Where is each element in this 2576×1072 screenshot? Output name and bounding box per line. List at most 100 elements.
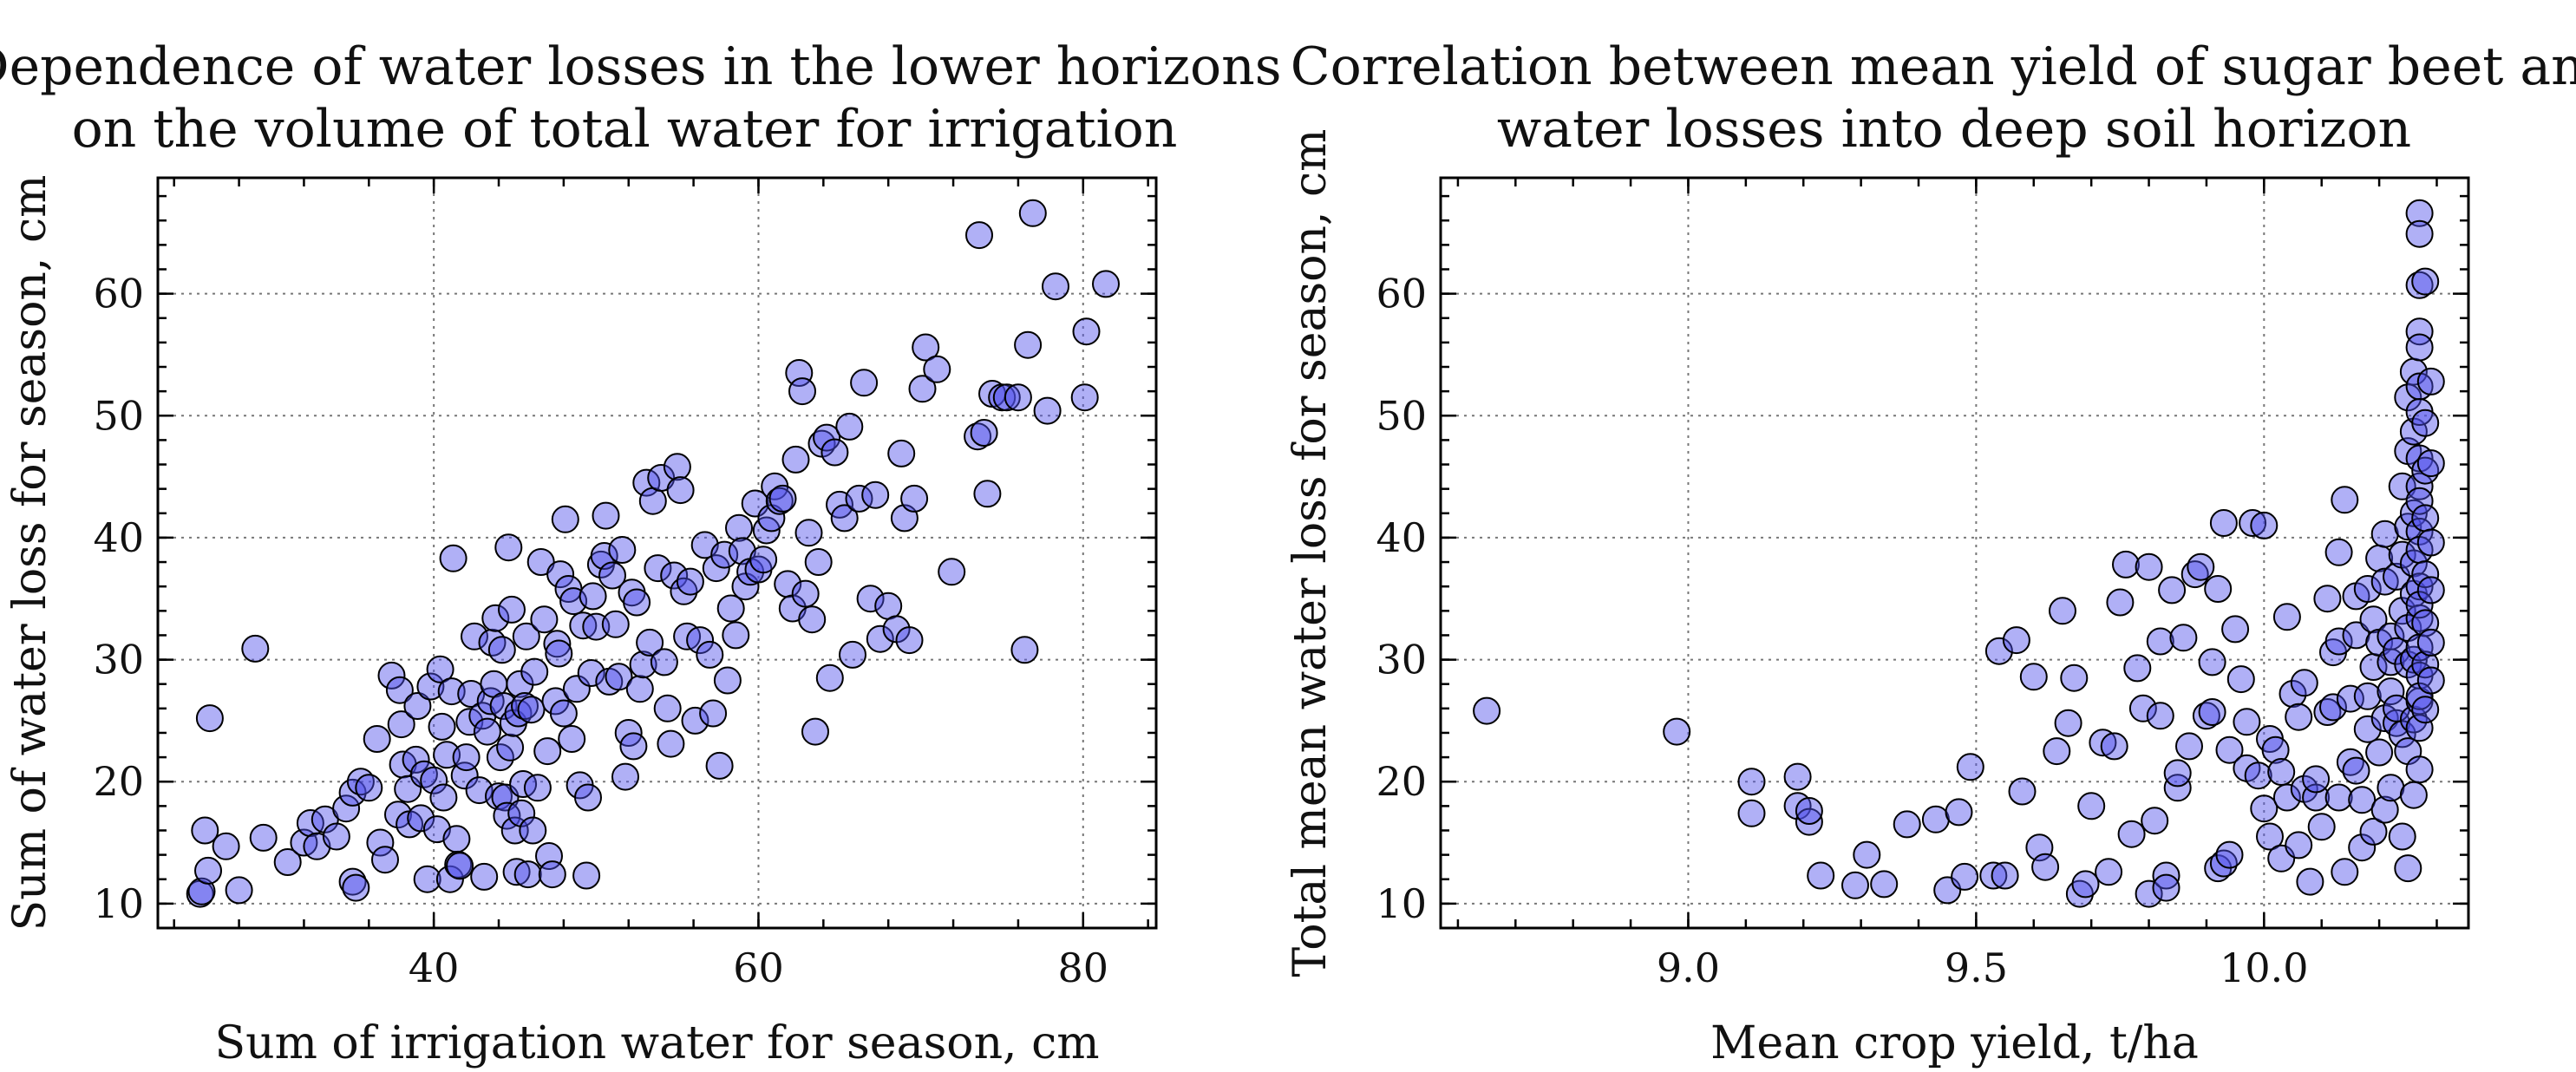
data-point <box>574 783 602 812</box>
data-point <box>2405 199 2434 227</box>
data-point <box>377 661 406 690</box>
chart-title-line: water losses into deep soil horizon <box>1497 99 2411 160</box>
data-point <box>705 751 734 780</box>
data-point <box>2049 597 2076 625</box>
data-point <box>2388 720 2416 748</box>
chart-title-line: Correlation between mean yield of sugar … <box>1291 36 2576 97</box>
data-point <box>2353 682 2382 710</box>
x-axis-label: Mean crop yield, t/ha <box>1710 1017 2199 1069</box>
data-point <box>2313 585 2342 613</box>
data-point <box>874 592 903 620</box>
data-point <box>545 639 573 668</box>
data-point <box>923 355 951 383</box>
data-point <box>355 774 383 802</box>
data-point <box>413 865 441 893</box>
data-point <box>2135 552 2163 581</box>
data-point <box>249 823 278 852</box>
data-point <box>725 513 753 542</box>
data-point <box>629 650 657 679</box>
data-point <box>992 383 1021 412</box>
data-point <box>815 663 844 692</box>
data-point <box>2141 807 2169 835</box>
data-point <box>577 659 605 687</box>
data-point <box>452 743 481 772</box>
data-point <box>605 663 633 691</box>
data-point <box>866 624 894 653</box>
data-point <box>2031 853 2060 881</box>
data-point <box>2296 867 2324 896</box>
data-point <box>496 733 525 762</box>
data-point <box>519 816 547 845</box>
y-axis-label: Sum of water loss for season, cm <box>4 175 56 931</box>
data-point <box>710 540 739 569</box>
data-point <box>507 799 536 827</box>
data-point <box>2377 677 2405 706</box>
data-point <box>191 816 219 845</box>
data-point <box>938 558 966 586</box>
data-point <box>900 484 929 513</box>
data-point <box>912 333 940 362</box>
data-point <box>2411 696 2440 724</box>
data-point <box>2256 822 2284 851</box>
data-point <box>2175 732 2203 761</box>
plot-frame <box>156 176 1158 930</box>
data-point <box>1945 798 1973 827</box>
data-point <box>702 554 730 583</box>
data-point <box>1010 636 1039 664</box>
data-point <box>2117 820 2146 848</box>
data-point <box>2158 576 2187 605</box>
data-point <box>788 377 816 406</box>
y-tick-label: 30 <box>93 637 144 683</box>
data-point <box>2163 774 2192 802</box>
data-point <box>2365 738 2394 767</box>
data-point <box>2226 665 2255 694</box>
data-point <box>716 594 745 623</box>
y-tick-label: 20 <box>1376 758 1427 805</box>
data-point <box>666 476 695 505</box>
data-point <box>611 762 639 791</box>
data-point <box>2416 628 2445 657</box>
data-point <box>1663 717 1691 746</box>
data-point <box>2204 575 2233 603</box>
data-point <box>2089 729 2117 757</box>
data-point <box>2405 487 2434 515</box>
data-point <box>644 554 672 583</box>
y-axis-label: Total mean water loss for season, cm <box>1285 129 1337 977</box>
data-point <box>2152 873 2180 902</box>
data-point <box>653 694 682 722</box>
data-point <box>2405 682 2434 710</box>
data-point <box>804 548 833 576</box>
data-point <box>2394 854 2422 883</box>
data-point <box>520 657 549 686</box>
data-point <box>2146 627 2174 656</box>
data-point <box>1737 799 1766 827</box>
data-point <box>686 626 715 655</box>
data-point <box>2348 833 2377 862</box>
data-point <box>2370 795 2399 824</box>
data-point <box>2342 756 2370 785</box>
data-point <box>502 858 531 886</box>
data-point <box>601 610 630 638</box>
data-point <box>2411 267 2440 296</box>
data-point <box>2112 550 2140 578</box>
data-point <box>2377 774 2405 802</box>
data-point <box>722 621 750 650</box>
data-point <box>387 710 415 739</box>
data-point <box>2261 735 2290 764</box>
data-point <box>835 412 864 441</box>
x-tick-label: 10.0 <box>2220 945 2308 991</box>
data-point <box>798 605 827 634</box>
data-point <box>728 537 756 565</box>
data-point <box>481 604 510 632</box>
data-point <box>517 696 546 724</box>
data-point <box>2128 694 2157 722</box>
chart-title-line: on the volume of total water for irrigat… <box>72 99 1178 160</box>
data-point <box>2405 317 2434 346</box>
y-tick-label: 60 <box>1376 271 1427 317</box>
data-point <box>2302 765 2331 794</box>
data-point <box>2209 509 2238 537</box>
data-point <box>428 712 456 741</box>
data-point <box>2135 879 2163 908</box>
data-point <box>455 708 484 736</box>
chart-yield-vs-water-loss: Correlation between mean yield of sugar … <box>1285 36 2576 1069</box>
